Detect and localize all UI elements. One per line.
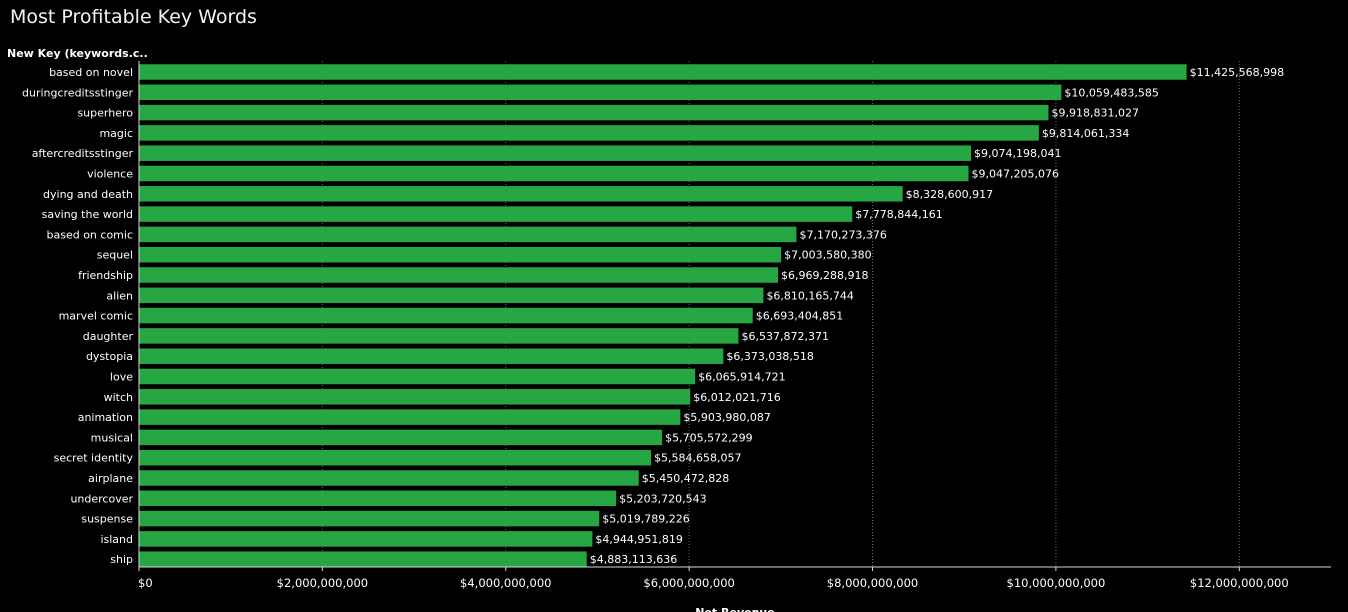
value-label: $6,065,914,721 xyxy=(698,371,785,384)
category-label: ship xyxy=(110,553,133,566)
category-label: airplane xyxy=(88,472,133,485)
value-label: $4,883,113,636 xyxy=(590,553,677,566)
bar[interactable] xyxy=(139,165,969,182)
category-label: secret identity xyxy=(54,452,134,465)
category-label: aftercreditsstinger xyxy=(32,147,134,160)
category-label: daughter xyxy=(83,330,134,343)
category-label: dying and death xyxy=(43,188,133,201)
bar[interactable] xyxy=(139,328,739,344)
x-tick-label: $8,000,000,000 xyxy=(827,576,918,590)
value-label: $6,969,288,918 xyxy=(781,269,868,282)
category-label: magic xyxy=(99,127,133,140)
value-label: $9,814,061,334 xyxy=(1042,127,1129,140)
x-axis-title: Net Revenue xyxy=(695,606,774,612)
value-label: $6,373,038,518 xyxy=(726,350,813,363)
value-label: $5,903,980,087 xyxy=(683,411,770,424)
bar[interactable] xyxy=(139,490,617,507)
category-label: sequel xyxy=(97,249,133,262)
value-label: $9,047,205,076 xyxy=(972,168,1059,181)
value-label: $5,705,572,299 xyxy=(665,431,752,444)
bar[interactable] xyxy=(139,125,1039,141)
category-label: marvel comic xyxy=(59,310,133,323)
row-header: New Key (keywords.c.. xyxy=(7,47,148,60)
category-label: duringcreditsstinger xyxy=(22,86,133,99)
bar[interactable] xyxy=(139,368,696,385)
category-label: violence xyxy=(87,168,133,181)
bar[interactable] xyxy=(139,206,853,222)
value-label: $5,019,789,226 xyxy=(602,513,689,526)
value-label: $6,012,021,716 xyxy=(693,391,780,404)
category-label: animation xyxy=(78,411,133,424)
bar[interactable] xyxy=(139,287,764,304)
category-label: superhero xyxy=(77,107,133,120)
category-label: alien xyxy=(106,289,133,302)
bar[interactable] xyxy=(139,186,903,202)
x-tick-label: $12,000,000,000 xyxy=(1190,576,1289,590)
category-label: based on comic xyxy=(47,228,134,241)
value-label: $5,450,472,828 xyxy=(642,472,729,485)
value-label: $10,059,483,585 xyxy=(1064,86,1158,99)
bar[interactable] xyxy=(139,510,600,527)
bar[interactable] xyxy=(139,389,691,405)
x-tick-label: $4,000,000,000 xyxy=(460,576,551,590)
bar[interactable] xyxy=(139,267,779,283)
bar[interactable] xyxy=(139,409,681,425)
category-label: undercover xyxy=(70,492,133,505)
value-label: $5,584,658,057 xyxy=(654,452,741,465)
value-label: $7,170,273,376 xyxy=(799,228,886,241)
category-label: suspense xyxy=(81,513,133,526)
category-label: saving the world xyxy=(42,208,133,221)
bar[interactable] xyxy=(139,246,782,263)
bar[interactable] xyxy=(139,449,652,466)
value-label: $6,537,872,371 xyxy=(741,330,828,343)
value-label: $7,003,580,380 xyxy=(784,249,871,262)
bar[interactable] xyxy=(139,551,587,567)
bar[interactable] xyxy=(139,348,724,364)
bar[interactable] xyxy=(139,84,1062,101)
category-label: friendship xyxy=(78,269,133,282)
value-label: $9,074,198,041 xyxy=(974,147,1061,160)
bar[interactable] xyxy=(139,145,972,161)
x-tick-label: $10,000,000,000 xyxy=(1007,576,1106,590)
bar[interactable] xyxy=(139,470,639,486)
category-label: based on novel xyxy=(49,66,133,79)
x-tick-label: $2,000,000,000 xyxy=(277,576,368,590)
x-tick-label: $0 xyxy=(138,576,153,590)
category-label: musical xyxy=(91,431,133,444)
bar[interactable] xyxy=(139,307,753,324)
bar[interactable] xyxy=(139,104,1049,121)
value-label: $6,810,165,744 xyxy=(766,289,853,302)
value-label: $4,944,951,819 xyxy=(595,533,682,546)
bar[interactable] xyxy=(139,226,797,243)
category-label: love xyxy=(110,371,133,384)
value-label: $11,425,568,998 xyxy=(1190,66,1284,79)
category-label: island xyxy=(100,533,133,546)
category-label: witch xyxy=(104,391,133,404)
bar[interactable] xyxy=(139,531,593,547)
value-label: $8,328,600,917 xyxy=(906,188,993,201)
bar[interactable] xyxy=(139,64,1187,80)
value-label: $7,778,844,161 xyxy=(855,208,942,221)
value-label: $5,203,720,543 xyxy=(619,492,706,505)
value-label: $6,693,404,851 xyxy=(756,310,843,323)
value-label: $9,918,831,027 xyxy=(1051,107,1138,120)
chart-title: Most Profitable Key Words xyxy=(10,6,257,28)
category-label: dystopia xyxy=(86,350,133,363)
x-axis: $0 $2,000,000,000 $4,000,000,000 $6,000,000… xyxy=(138,61,1331,612)
bars: based on novel $11,425,568,998 duringcredi… xyxy=(22,64,1284,567)
bar[interactable] xyxy=(139,429,663,446)
x-tick-label: $6,000,000,000 xyxy=(643,576,734,590)
